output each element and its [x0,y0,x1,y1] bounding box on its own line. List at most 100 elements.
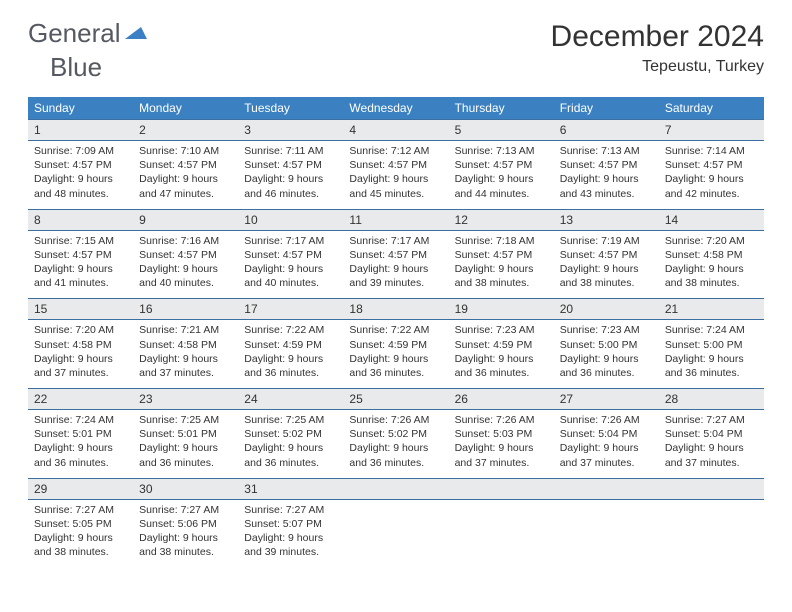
date-cell: 4 [343,120,448,141]
date-cell: 18 [343,299,448,320]
info-row: Sunrise: 7:09 AMSunset: 4:57 PMDaylight:… [28,141,764,210]
daylight-text-2: and 38 minutes. [455,276,548,290]
date-cell: 29 [28,478,133,499]
calendar-page: General December 2024 Tepeustu, Turkey B… [0,0,792,583]
daylight-text-2: and 36 minutes. [349,456,442,470]
sunset-text: Sunset: 5:07 PM [244,517,337,531]
daylight-text-2: and 38 minutes. [665,276,758,290]
sunrise-text: Sunrise: 7:26 AM [560,413,653,427]
daylight-text-2: and 36 minutes. [139,456,232,470]
daylight-text-1: Daylight: 9 hours [349,441,442,455]
daylight-text-1: Daylight: 9 hours [349,262,442,276]
sunrise-text: Sunrise: 7:27 AM [244,503,337,517]
sunset-text: Sunset: 5:02 PM [244,427,337,441]
sunset-text: Sunset: 4:59 PM [244,338,337,352]
daylight-text-1: Daylight: 9 hours [244,352,337,366]
info-cell: Sunrise: 7:25 AMSunset: 5:02 PMDaylight:… [238,410,343,479]
daylight-text-2: and 39 minutes. [349,276,442,290]
date-cell: 19 [449,299,554,320]
info-row: Sunrise: 7:20 AMSunset: 4:58 PMDaylight:… [28,320,764,389]
sunset-text: Sunset: 5:01 PM [139,427,232,441]
date-cell: 3 [238,120,343,141]
logo-text-1: General [28,20,121,46]
daylight-text-2: and 36 minutes. [244,366,337,380]
info-cell: Sunrise: 7:11 AMSunset: 4:57 PMDaylight:… [238,141,343,210]
sunset-text: Sunset: 4:57 PM [139,158,232,172]
sunrise-text: Sunrise: 7:15 AM [34,234,127,248]
daylight-text-1: Daylight: 9 hours [139,262,232,276]
sunset-text: Sunset: 4:57 PM [560,158,653,172]
date-row: 293031 [28,478,764,499]
date-cell [659,478,764,499]
info-cell: Sunrise: 7:25 AMSunset: 5:01 PMDaylight:… [133,410,238,479]
sunrise-text: Sunrise: 7:25 AM [244,413,337,427]
date-cell: 22 [28,389,133,410]
daylight-text-2: and 36 minutes. [560,366,653,380]
sunset-text: Sunset: 5:04 PM [665,427,758,441]
info-cell: Sunrise: 7:23 AMSunset: 4:59 PMDaylight:… [449,320,554,389]
sunset-text: Sunset: 5:01 PM [34,427,127,441]
date-cell: 12 [449,209,554,230]
daylight-text-2: and 48 minutes. [34,187,127,201]
date-cell: 24 [238,389,343,410]
sunrise-text: Sunrise: 7:14 AM [665,144,758,158]
sunrise-text: Sunrise: 7:13 AM [455,144,548,158]
daylight-text-1: Daylight: 9 hours [139,441,232,455]
daylight-text-2: and 42 minutes. [665,187,758,201]
daylight-text-2: and 39 minutes. [244,545,337,559]
info-cell: Sunrise: 7:18 AMSunset: 4:57 PMDaylight:… [449,230,554,299]
info-cell: Sunrise: 7:19 AMSunset: 4:57 PMDaylight:… [554,230,659,299]
sunset-text: Sunset: 4:57 PM [139,248,232,262]
sunrise-text: Sunrise: 7:23 AM [455,323,548,337]
daylight-text-1: Daylight: 9 hours [244,262,337,276]
sunset-text: Sunset: 5:06 PM [139,517,232,531]
daylight-text-1: Daylight: 9 hours [665,262,758,276]
daylight-text-1: Daylight: 9 hours [244,441,337,455]
sunrise-text: Sunrise: 7:19 AM [560,234,653,248]
sunrise-text: Sunrise: 7:21 AM [139,323,232,337]
daylight-text-1: Daylight: 9 hours [665,441,758,455]
title-block: December 2024 Tepeustu, Turkey [551,20,764,76]
daylight-text-2: and 37 minutes. [455,456,548,470]
date-cell: 23 [133,389,238,410]
daylight-text-1: Daylight: 9 hours [455,441,548,455]
dow-row: Sunday Monday Tuesday Wednesday Thursday… [28,97,764,120]
daylight-text-1: Daylight: 9 hours [560,172,653,186]
daylight-text-1: Daylight: 9 hours [139,531,232,545]
daylight-text-1: Daylight: 9 hours [560,262,653,276]
daylight-text-1: Daylight: 9 hours [139,352,232,366]
sunrise-text: Sunrise: 7:10 AM [139,144,232,158]
date-cell: 9 [133,209,238,230]
dow-mon: Monday [133,97,238,120]
location: Tepeustu, Turkey [551,58,764,76]
sunrise-text: Sunrise: 7:13 AM [560,144,653,158]
daylight-text-2: and 37 minutes. [34,366,127,380]
sunset-text: Sunset: 5:00 PM [560,338,653,352]
date-cell: 31 [238,478,343,499]
date-cell: 1 [28,120,133,141]
info-cell: Sunrise: 7:09 AMSunset: 4:57 PMDaylight:… [28,141,133,210]
sunrise-text: Sunrise: 7:27 AM [34,503,127,517]
date-cell: 15 [28,299,133,320]
daylight-text-1: Daylight: 9 hours [560,352,653,366]
daylight-text-1: Daylight: 9 hours [560,441,653,455]
daylight-text-1: Daylight: 9 hours [34,352,127,366]
info-cell: Sunrise: 7:27 AMSunset: 5:06 PMDaylight:… [133,499,238,563]
info-cell: Sunrise: 7:26 AMSunset: 5:03 PMDaylight:… [449,410,554,479]
sunset-text: Sunset: 4:57 PM [455,158,548,172]
date-cell: 28 [659,389,764,410]
date-cell: 13 [554,209,659,230]
sunset-text: Sunset: 4:57 PM [349,158,442,172]
sunrise-text: Sunrise: 7:17 AM [244,234,337,248]
calendar-table: Sunday Monday Tuesday Wednesday Thursday… [28,97,764,563]
date-cell: 5 [449,120,554,141]
info-cell: Sunrise: 7:20 AMSunset: 4:58 PMDaylight:… [659,230,764,299]
daylight-text-2: and 43 minutes. [560,187,653,201]
daylight-text-1: Daylight: 9 hours [34,441,127,455]
info-cell: Sunrise: 7:23 AMSunset: 5:00 PMDaylight:… [554,320,659,389]
daylight-text-2: and 40 minutes. [139,276,232,290]
info-cell: Sunrise: 7:27 AMSunset: 5:07 PMDaylight:… [238,499,343,563]
daylight-text-2: and 47 minutes. [139,187,232,201]
daylight-text-2: and 45 minutes. [349,187,442,201]
sunrise-text: Sunrise: 7:09 AM [34,144,127,158]
